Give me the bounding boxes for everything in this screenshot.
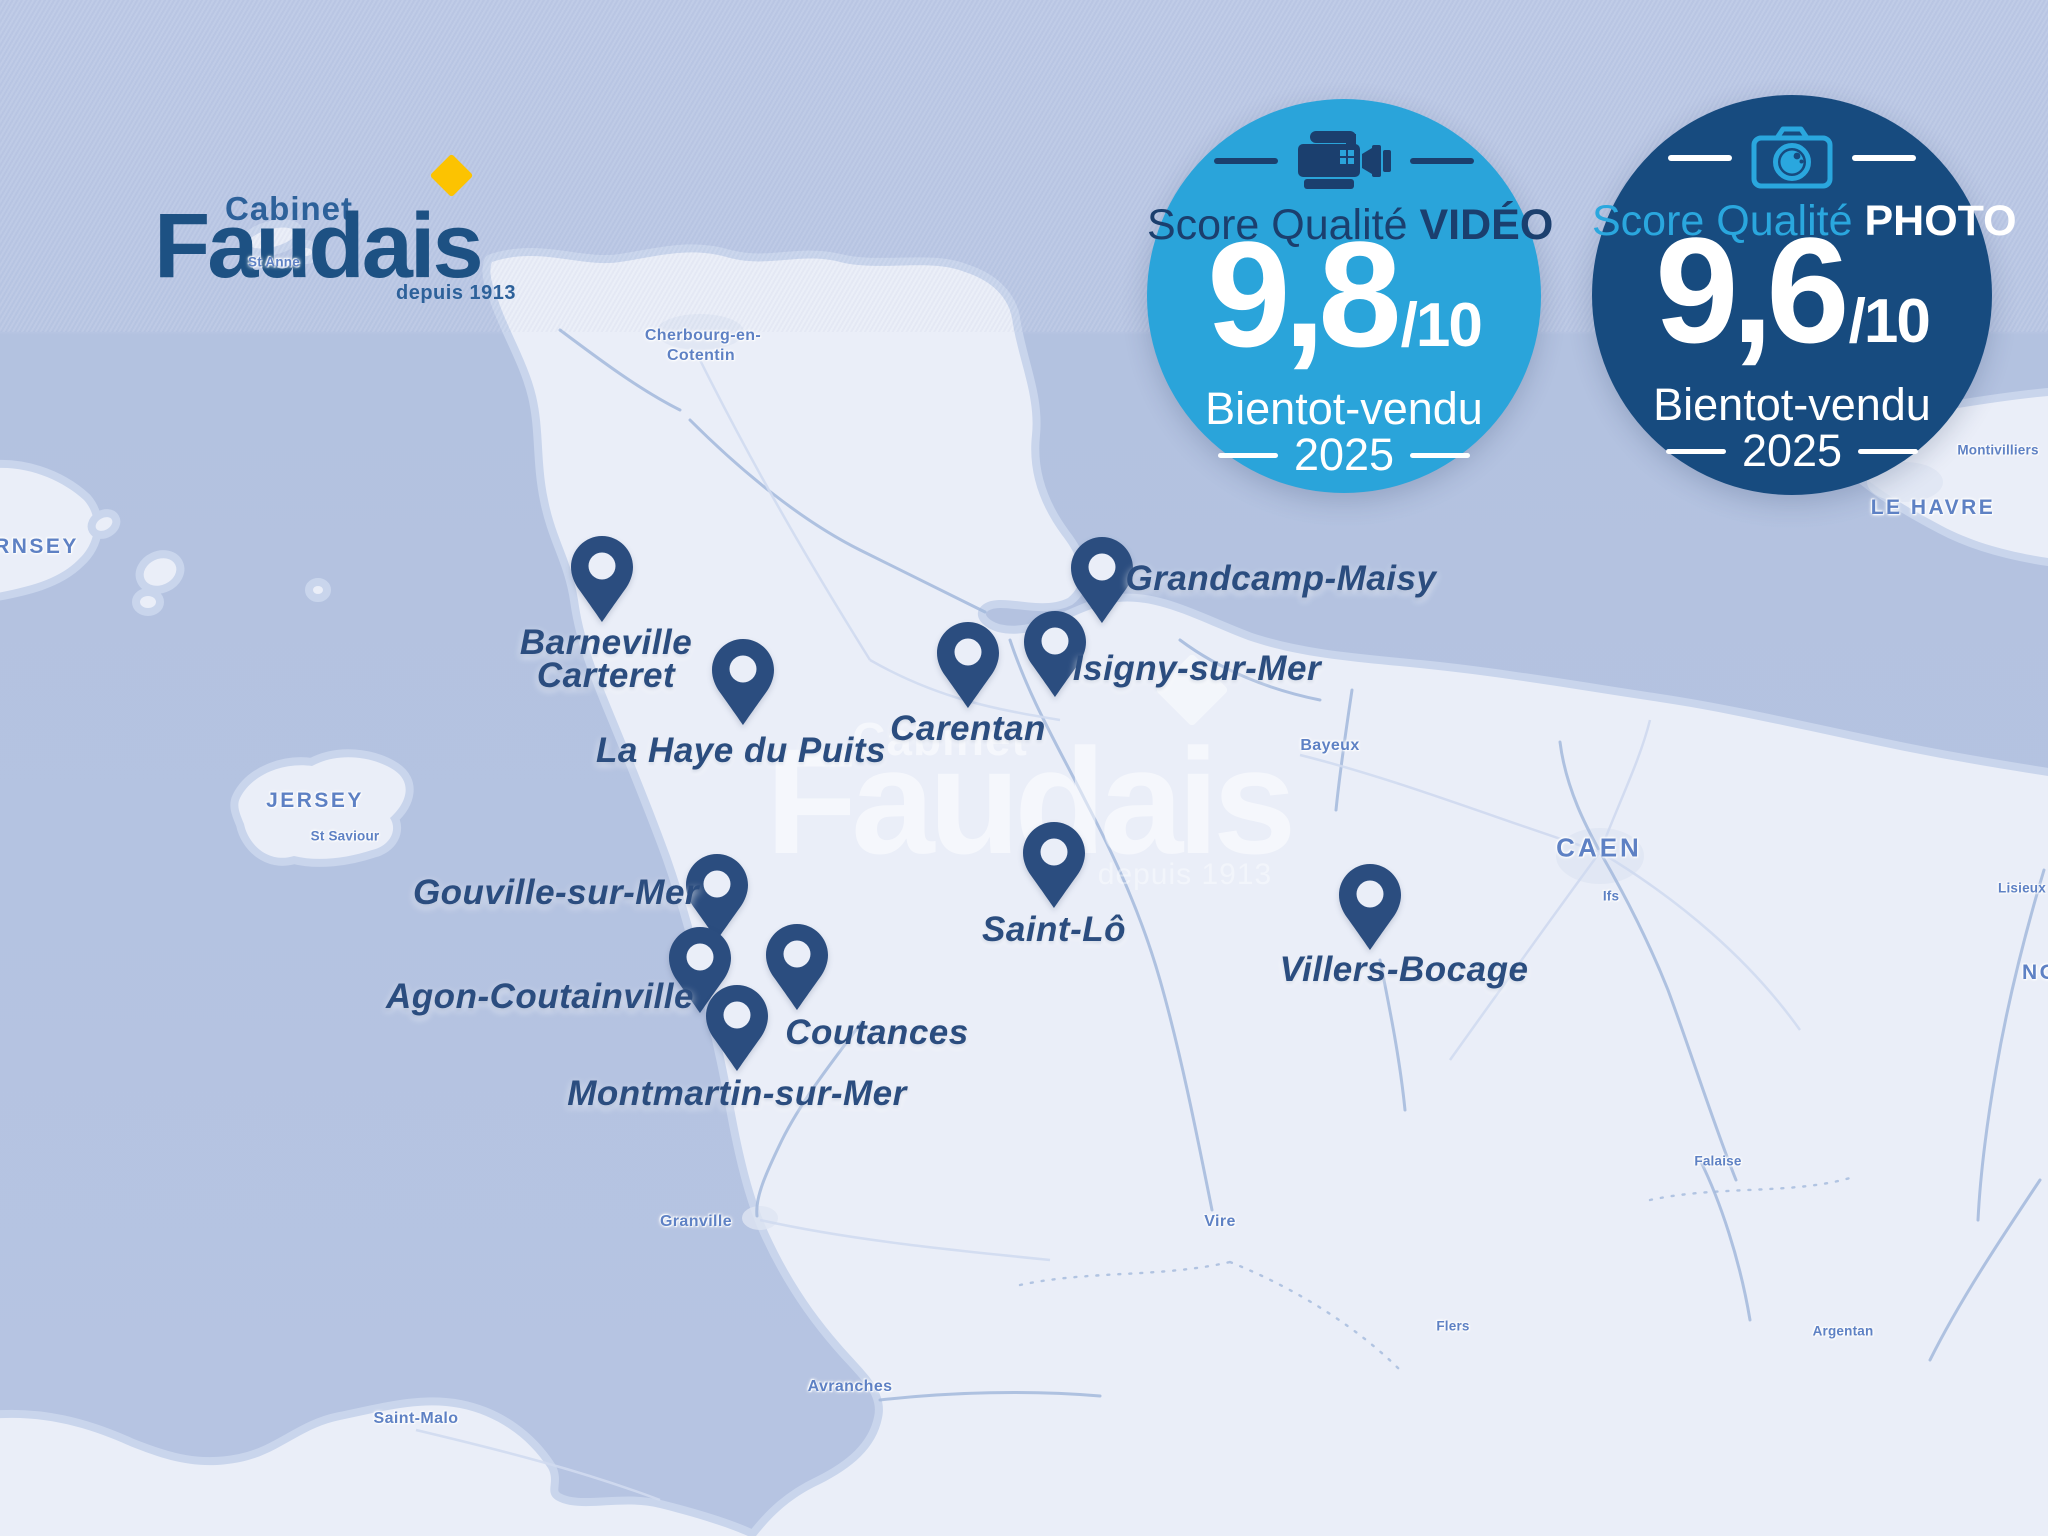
score-denominator: /10 — [1400, 291, 1483, 360]
badge-subtitle: Bientot-vendu — [1653, 379, 1931, 430]
decorative-line — [1214, 158, 1278, 164]
decorative-line — [1410, 158, 1474, 164]
boundaries — [1018, 1176, 1852, 1372]
logo-diamond-icon — [429, 153, 474, 198]
badge-title-prefix: Score Qualité — [1147, 201, 1408, 249]
brand-logo: Cabinet Faudais depuis 1913 — [70, 70, 516, 304]
islet — [305, 578, 331, 602]
decorative-line — [1665, 448, 1726, 454]
photo-score-badge: Score Qualité PHOTO 9,6/10 Bientot-vendu… — [1592, 95, 2017, 495]
badge-score-row: 9,8/10 — [1147, 219, 1541, 369]
score-value: 9,8 — [1207, 210, 1402, 378]
islet — [132, 588, 164, 616]
logo-faudais: Faudais — [154, 195, 484, 297]
decorative-line — [1858, 448, 1919, 454]
logo-since: depuis 1913 — [395, 282, 516, 304]
land-normandy — [482, 244, 2048, 1536]
badge-title: Score Qualité PHOTO — [1592, 197, 2017, 246]
badge-year-row: 2025 — [1147, 429, 1541, 481]
decorative-line — [1217, 452, 1278, 458]
land-brittany — [0, 1397, 756, 1536]
badge-title-highlight: VIDÉO — [1419, 201, 1554, 249]
video-camera-icon — [1296, 129, 1392, 193]
urban-patches — [656, 314, 1943, 1230]
decorative-line — [1852, 155, 1916, 161]
islet-alderney — [240, 219, 304, 257]
roads — [415, 359, 1802, 1502]
land-jersey — [230, 749, 414, 867]
islet — [135, 550, 185, 594]
rivers — [558, 328, 2046, 1402]
islet — [292, 240, 320, 264]
decorative-line — [1410, 452, 1471, 458]
badge-title-prefix: Score Qualité — [1592, 197, 1853, 245]
score-denominator: /10 — [1848, 287, 1931, 356]
decorative-line — [1668, 155, 1732, 161]
badge-year-row: 2025 — [1592, 425, 1992, 477]
badge-title-highlight: PHOTO — [1864, 197, 2017, 245]
badge-title: Score Qualité VIDÉO — [1147, 201, 1553, 250]
logo-cabinet: Cabinet — [225, 190, 354, 227]
badge-score-row: 9,6/10 — [1592, 215, 1992, 365]
badge-year: 2025 — [1293, 429, 1395, 480]
badge-year: 2025 — [1741, 425, 1843, 476]
score-value: 9,6 — [1655, 206, 1850, 374]
photo-camera-icon — [1750, 125, 1834, 191]
land-masses — [0, 219, 2048, 1536]
badge-head — [1147, 129, 1541, 193]
video-score-badge: Score Qualité VIDÉO 9,8/10 Bientot-vendu… — [1147, 99, 1553, 493]
islet — [87, 509, 121, 539]
badge-head — [1592, 125, 1992, 191]
badge-subtitle: Bientot-vendu — [1205, 383, 1483, 434]
